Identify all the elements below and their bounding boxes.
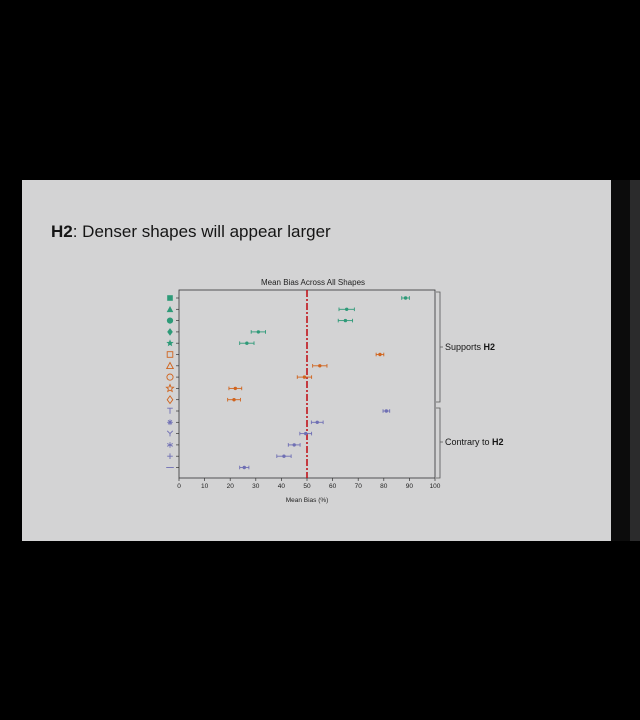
mean-point bbox=[233, 386, 238, 391]
data-row-t-shape bbox=[167, 407, 391, 414]
supports-annotation: Supports H2 bbox=[445, 342, 495, 352]
data-row-open-star bbox=[165, 383, 243, 393]
mean-point bbox=[384, 409, 389, 413]
contrary-label: Contrary to bbox=[445, 437, 492, 447]
mean-point bbox=[378, 352, 382, 357]
chart: Mean Bias Across All Shapes 0 10 20 30 40 50 6… bbox=[165, 278, 504, 504]
mean-point bbox=[318, 364, 322, 368]
chart-title: Mean Bias Across All Shapes bbox=[261, 278, 365, 287]
slide: H2: Denser shapes will appear larger Mea… bbox=[22, 180, 611, 541]
contrary-annotation: Contrary to H2 bbox=[445, 437, 504, 447]
data-row-filled-star bbox=[166, 339, 255, 347]
x-tick-label-100: 100 bbox=[430, 483, 441, 490]
open-circle-icon bbox=[166, 373, 174, 381]
mean-point bbox=[242, 465, 246, 470]
data-rows bbox=[165, 295, 410, 470]
contrary-label-bold: H2 bbox=[492, 437, 504, 447]
mean-point bbox=[256, 330, 261, 334]
data-row-asterisk-circle bbox=[167, 419, 324, 426]
x-tick-label-0: 0 bbox=[177, 483, 181, 490]
x-tick-label-60: 60 bbox=[329, 483, 337, 490]
x-tick-label-50: 50 bbox=[303, 483, 311, 490]
data-row-open-triangle bbox=[165, 361, 328, 370]
data-row-filled-square bbox=[167, 295, 410, 301]
plus-icon bbox=[167, 453, 173, 459]
data-row-plus bbox=[167, 453, 292, 459]
slide-title-bold: H2 bbox=[51, 222, 73, 241]
x-axis-label: Mean Bias (%) bbox=[286, 497, 329, 504]
y-shape-icon bbox=[166, 430, 174, 437]
supports-bracket bbox=[436, 291, 443, 403]
asterisk-icon bbox=[166, 442, 174, 448]
data-row-open-square bbox=[166, 351, 385, 358]
open-square-icon bbox=[166, 351, 174, 358]
data-row-open-diamond bbox=[166, 395, 241, 405]
mean-point bbox=[282, 454, 286, 458]
mean-point bbox=[292, 443, 296, 447]
mean-point bbox=[403, 296, 408, 300]
x-tick-label-30: 30 bbox=[252, 483, 260, 490]
data-row-open-circle bbox=[166, 373, 313, 381]
slide-title-text: : Denser shapes will appear larger bbox=[72, 222, 331, 241]
data-row-filled-diamond bbox=[167, 328, 266, 336]
x-tick-label-90: 90 bbox=[406, 483, 414, 490]
mean-point bbox=[304, 431, 308, 436]
open-diamond-icon bbox=[166, 395, 174, 405]
t-shape-icon bbox=[167, 407, 173, 414]
filled-star-icon bbox=[166, 339, 174, 347]
supports-label-bold: H2 bbox=[484, 342, 496, 352]
x-tick-label-70: 70 bbox=[355, 483, 363, 490]
mean-point bbox=[245, 341, 249, 345]
data-row-y-shape bbox=[166, 430, 313, 437]
right-edge-strip bbox=[630, 180, 640, 541]
open-triangle-icon bbox=[165, 361, 175, 370]
data-row-dash bbox=[166, 465, 250, 470]
supports-label: Supports bbox=[445, 342, 484, 352]
filled-square-icon bbox=[167, 295, 173, 301]
slide-title: H2: Denser shapes will appear larger bbox=[51, 222, 331, 242]
contrary-bracket bbox=[436, 407, 443, 479]
x-tick-label-80: 80 bbox=[380, 483, 388, 490]
filled-circle-icon bbox=[166, 317, 174, 324]
data-row-filled-triangle bbox=[166, 306, 355, 313]
x-axis: 0 10 20 30 40 50 60 70 80 90 100 bbox=[177, 478, 441, 490]
data-row-asterisk bbox=[166, 442, 301, 448]
filled-diamond-icon bbox=[167, 328, 173, 336]
open-star-icon bbox=[165, 383, 175, 393]
mean-point bbox=[302, 375, 307, 379]
asterisk-circle-icon bbox=[167, 419, 173, 426]
x-tick-label-40: 40 bbox=[278, 483, 286, 490]
mean-point bbox=[232, 398, 236, 402]
x-tick-label-10: 10 bbox=[201, 483, 209, 490]
data-row-filled-circle bbox=[166, 317, 354, 324]
filled-triangle-icon bbox=[166, 306, 174, 313]
mean-point bbox=[344, 307, 349, 311]
mean-point bbox=[343, 318, 348, 323]
x-tick-label-20: 20 bbox=[227, 483, 235, 490]
mean-point bbox=[315, 420, 319, 424]
